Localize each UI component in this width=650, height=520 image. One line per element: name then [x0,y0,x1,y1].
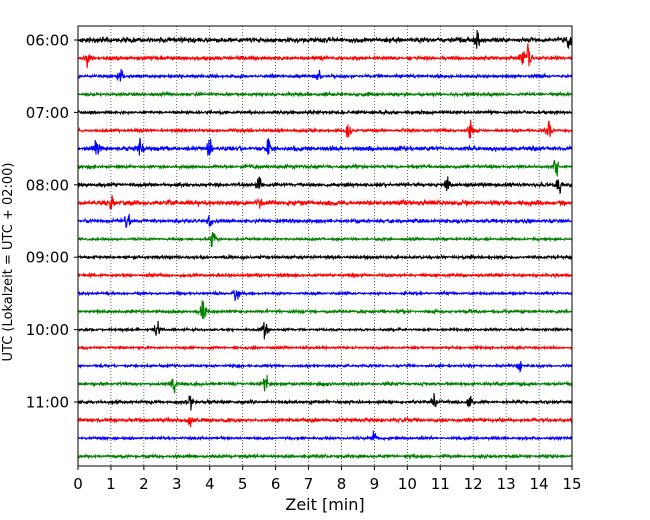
x-tick-label-4: 4 [205,475,215,493]
y-tick-label-0900: 09:00 [26,249,69,267]
trace-0630 [77,69,573,82]
trace-0715 [77,119,573,139]
x-tick-label-2: 2 [139,475,149,493]
x-tick-label-11: 11 [431,475,450,493]
trace-0845 [77,232,573,248]
seismogram-traces [77,29,573,461]
x-tick-label-9: 9 [370,475,380,493]
y-tick-label-1000: 10:00 [26,321,69,339]
trace-1000 [77,320,573,340]
x-tick-label-14: 14 [530,475,549,493]
trace-1130 [77,430,573,442]
plot-frame [77,25,573,467]
trace-0815 [77,195,573,210]
x-tick-label-7: 7 [304,475,314,493]
y-tick-label-0700: 07:00 [26,104,69,122]
trace-1030 [77,360,573,373]
trace-0700 [77,108,573,117]
trace-0930 [77,289,573,301]
trace-0645 [77,90,573,99]
y-axis-label: UTC (Lokalzeit = UTC + 02:00) [1,163,16,362]
grid-lines [110,26,540,466]
x-tick-label-13: 13 [497,475,516,493]
trace-0830 [77,213,573,228]
trace-0745 [77,159,573,177]
trace-0945 [77,300,573,319]
trace-0615 [77,43,573,68]
y-tick-label-0800: 08:00 [26,176,69,194]
trace-0800 [77,176,573,195]
x-axis-label: Zeit [min] [285,495,364,514]
trace-0600 [77,29,573,49]
x-tick-label-8: 8 [337,475,347,493]
trace-1045 [77,374,573,394]
x-tick-label-5: 5 [238,475,248,493]
x-tick-label-0: 0 [73,475,83,493]
x-tick-label-12: 12 [464,475,483,493]
x-tick-label-3: 3 [172,475,182,493]
trace-0900 [77,253,573,261]
y-axis-ticks: 06:00 07:00 08:00 09:00 10:00 11:00 [26,32,78,412]
x-tick-label-10: 10 [398,475,417,493]
x-tick-label-15: 15 [562,475,581,493]
trace-1100 [77,393,573,411]
x-tick-label-6: 6 [271,475,281,493]
trace-0915 [77,271,573,280]
x-axis-ticks: 0 1 2 3 4 5 6 7 8 9 10 11 12 13 14 15 [73,466,582,493]
trace-0730 [77,137,573,157]
y-tick-label-1100: 11:00 [26,394,69,412]
trace-1115 [77,416,573,428]
trace-1015 [77,344,573,351]
y-tick-label-0600: 06:00 [26,32,69,50]
x-tick-label-1: 1 [106,475,116,493]
trace-1145 [77,452,573,461]
